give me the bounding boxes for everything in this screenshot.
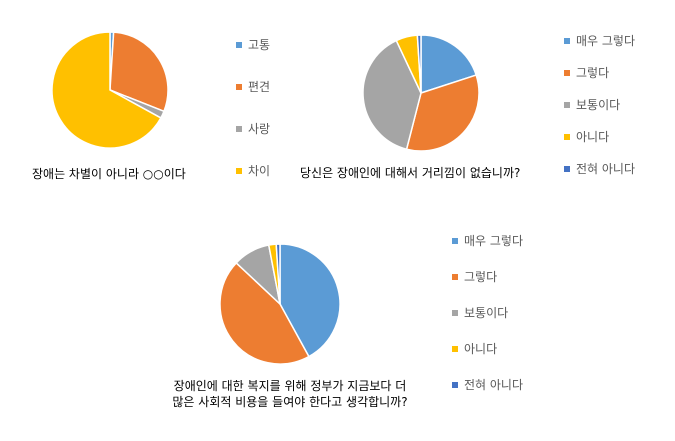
legend-label: 전혀 아니다: [464, 378, 523, 392]
legend-label: 편견: [248, 80, 270, 94]
legend-label: 매우 그렇다: [464, 233, 523, 248]
legend-swatch: [452, 382, 458, 388]
legend-swatch: [564, 166, 570, 172]
legend-label: 고통: [248, 38, 270, 52]
legend-swatch: [236, 42, 242, 48]
legend-label: 아니다: [464, 342, 497, 356]
legend-label: 매우 그렇다: [576, 33, 635, 48]
legend-label: 그렇다: [576, 65, 609, 80]
chart-caption-line: 장애인에 대한 복지를 위해 정부가 지금보다 더: [174, 379, 407, 393]
legend-swatch: [452, 274, 458, 280]
pie-slice-2: [219, 261, 310, 365]
legend-item: 아니다: [564, 130, 609, 144]
legend-swatch: [564, 102, 570, 108]
legend-swatch: [236, 84, 242, 90]
legend-item: 보통이다: [452, 306, 508, 320]
legend-item: 아니다: [452, 342, 497, 356]
legend-label: 차이: [248, 164, 270, 178]
legend-swatch: [564, 70, 570, 76]
legend-item: 그렇다: [564, 65, 609, 80]
legend-item: 전혀 아니다: [564, 162, 635, 176]
pie-slice-1: [279, 243, 341, 358]
legend-item: 편견: [236, 80, 270, 94]
legend-label: 전혀 아니다: [576, 162, 635, 176]
pie-slice-3: [362, 39, 422, 151]
legend-swatch: [452, 346, 458, 352]
legend-item: 매우 그렇다: [452, 233, 523, 248]
legend-swatch: [564, 38, 570, 44]
pie-slice-5: [416, 34, 422, 94]
legend-label: 보통이다: [464, 306, 508, 320]
legend-item: 고통: [236, 38, 270, 52]
chart-caption-line: 장애는 차별이 아니라 ○○이다: [32, 167, 186, 181]
chart-caption-line: 당신은 장애인에 대해서 거리낌이 없습니까?: [300, 166, 520, 180]
legend-item: 차이: [236, 164, 270, 178]
pie-slice-4: [51, 31, 162, 149]
pie-slice-1: [420, 34, 478, 95]
legend-item: 보통이다: [564, 98, 620, 112]
pie-slice-2: [109, 31, 169, 113]
pie-slice-2: [405, 74, 480, 152]
legend-swatch: [236, 126, 242, 132]
pie-slice-5: [275, 243, 281, 305]
legend-label: 아니다: [576, 130, 609, 144]
legend-swatch: [236, 168, 242, 174]
legend-label: 사랑: [248, 122, 270, 136]
legend-swatch: [564, 134, 570, 140]
legend-item: 사랑: [236, 122, 270, 136]
legend-label: 보통이다: [576, 98, 620, 112]
legend-swatch: [452, 238, 458, 244]
legend-swatch: [452, 310, 458, 316]
legend-item: 매우 그렇다: [564, 33, 635, 48]
chart-caption-line: 많은 사회적 비용을 들여야 한다고 생각합니까?: [172, 395, 407, 409]
legend-item: 전혀 아니다: [452, 378, 523, 392]
legend-item: 그렇다: [452, 269, 497, 284]
legend-label: 그렇다: [464, 269, 497, 284]
